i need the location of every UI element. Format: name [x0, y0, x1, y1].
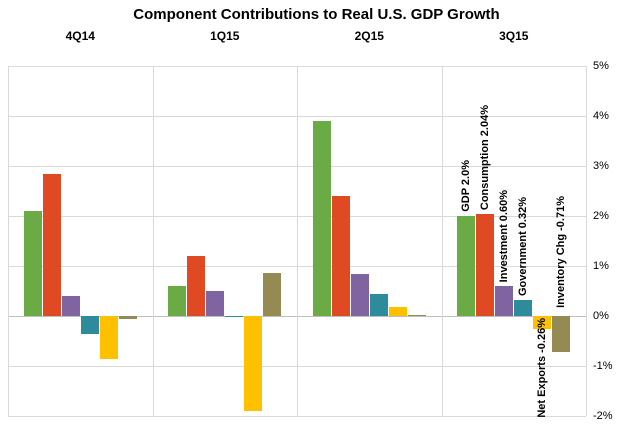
bar-annotation: Consumption 2.04%	[478, 104, 491, 210]
y-axis-tick-label: 2%	[593, 210, 609, 222]
y-axis-tick-label: 3%	[593, 160, 609, 172]
bar-inventory-chg-1q15	[263, 272, 282, 316]
bar-government-3q15	[514, 300, 533, 316]
bar-investment-3q15	[495, 286, 514, 316]
gridline-vertical	[297, 66, 298, 416]
bar-consumption-3q15	[476, 214, 495, 316]
bar-government-4q14	[80, 316, 99, 334]
plot-area: GDP 2.0% Consumption 2.04% Investment 0.60…	[8, 66, 587, 418]
bar-consumption-1q15	[187, 256, 206, 316]
gridline-vertical	[152, 66, 154, 416]
bar-annotation: Government 0.32%	[516, 196, 529, 296]
bar-inventory-chg-2q15	[407, 314, 426, 316]
bar-government-2q15	[369, 293, 388, 316]
bar-gdp-3q15	[457, 216, 476, 316]
gridline-vertical	[441, 66, 443, 416]
bar-investment-1q15	[206, 291, 225, 316]
bar-gdp-1q15	[168, 286, 187, 316]
gridline-vertical	[586, 66, 587, 416]
bar-inventory-chg-4q14	[118, 316, 137, 319]
bar-investment-4q14	[61, 296, 80, 316]
bar-inventory-chg-3q15	[552, 316, 571, 352]
gridline-horizontal	[8, 416, 586, 417]
bar-annotation: GDP 2.0%	[459, 160, 472, 212]
gridline-vertical	[8, 66, 9, 416]
y-axis-tick-label: -1%	[593, 360, 613, 372]
bar-net-exports-1q15	[244, 316, 263, 411]
y-axis-tick-label: -2%	[593, 410, 613, 422]
bar-annotation: Investment 0.60%	[497, 189, 510, 282]
chart-title: Component Contributions to Real U.S. GDP…	[133, 6, 500, 23]
category-label: 1Q15	[210, 29, 240, 43]
category-label: 4Q14	[65, 29, 95, 43]
bar-consumption-4q14	[42, 173, 61, 316]
y-axis-tick-label: 1%	[593, 260, 609, 272]
y-axis-tick-label: 5%	[593, 60, 609, 72]
bar-annotation: Net Exports -0.26%	[535, 318, 548, 418]
bar-consumption-2q15	[331, 196, 350, 316]
bar-net-exports-3q15	[533, 316, 552, 329]
bar-investment-2q15	[350, 273, 369, 316]
bar-gdp-2q15	[312, 121, 331, 316]
bar-gdp-4q14	[23, 211, 42, 316]
y-axis-tick-label: 4%	[593, 110, 609, 122]
bar-net-exports-2q15	[388, 307, 407, 316]
bar-annotation: Inventory Chg -0.71%	[554, 196, 567, 308]
category-label: 2Q15	[354, 29, 384, 43]
category-label: 3Q15	[499, 29, 529, 43]
y-axis-tick-label: 0%	[593, 310, 609, 322]
bar-government-1q15	[225, 316, 244, 317]
bar-net-exports-4q14	[99, 316, 118, 359]
